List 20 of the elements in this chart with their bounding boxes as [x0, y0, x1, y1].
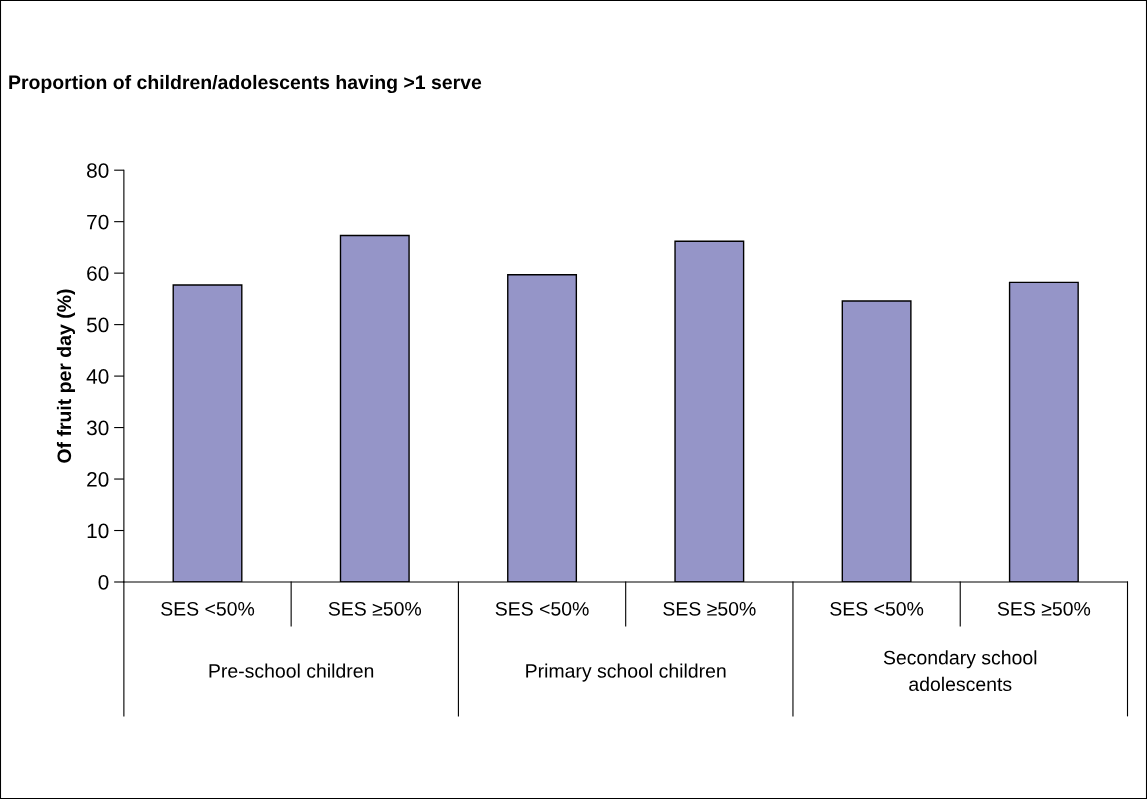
chart-title: Proportion of children/adolescents having >1 serve: [9, 74, 482, 94]
y-tick-label: 0: [98, 574, 109, 590]
text: Pre-school children: [209, 663, 374, 678]
x-tick-label: SES ≥50%: [328, 601, 422, 616]
x-tick-label: SES ≥50%: [997, 601, 1091, 616]
y-tick-label: 80: [87, 163, 109, 178]
x-tick-label: SES <50%: [830, 601, 924, 616]
y-tick-label: 60: [87, 266, 109, 281]
y-tick-label: 30: [86, 420, 109, 436]
x-tick-label: SES <50%: [161, 601, 255, 616]
y-tick-label: 40: [86, 369, 109, 384]
text: Secondary school adolescents: [883, 650, 1037, 692]
x-tick-label: SES <50%: [495, 601, 589, 616]
y-tick-label: 70: [87, 214, 109, 230]
text: Primary school children: [526, 663, 726, 682]
y-axis-title: Of fruit per day (%): [56, 289, 76, 463]
x-tick-label: SES ≥50%: [663, 601, 756, 616]
y-tick-label: 10: [87, 523, 109, 539]
y-tick-label: 50: [86, 317, 109, 333]
y-tick-label: 20: [87, 472, 109, 487]
